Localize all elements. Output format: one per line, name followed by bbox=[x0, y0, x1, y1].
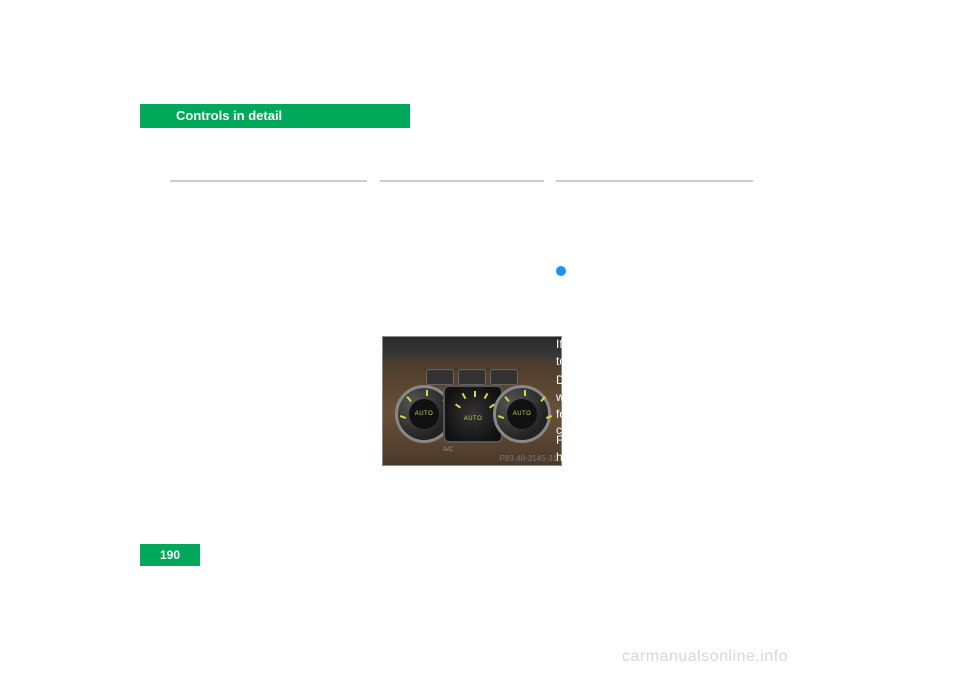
figure-mini-button bbox=[458, 369, 486, 385]
column-rule-2 bbox=[380, 180, 544, 182]
left-col-para-3: Nearly all automatic climate control fun… bbox=[170, 400, 367, 484]
figure-mini-button bbox=[490, 369, 518, 385]
page-number: 190 bbox=[160, 548, 180, 562]
right-col-para-3: Defrosting mode will clear the windows w… bbox=[556, 372, 753, 439]
page-number-box: 190 bbox=[140, 544, 200, 566]
left-col-para-2: The automatic climate control is operati… bbox=[170, 228, 367, 362]
auto-label: AUTO bbox=[464, 416, 483, 422]
watermark-text: carmanualsonline.info bbox=[622, 648, 788, 666]
bullet-text: Make sure that the indicator lamp in the… bbox=[556, 263, 749, 327]
figure-mini-button bbox=[426, 369, 454, 385]
figure-dash-strip bbox=[383, 337, 561, 359]
left-col-heading: Automatic climate control (Canada only) bbox=[170, 192, 367, 226]
auto-label: AUTO bbox=[513, 411, 532, 417]
bullet-icon bbox=[556, 266, 566, 276]
warning-bullet-row: Make sure that the indicator lamp in the… bbox=[556, 262, 753, 329]
column-rule-3 bbox=[556, 180, 753, 182]
manual-page: Controls in detail Automatic climate con… bbox=[0, 0, 960, 678]
section-header-title: Controls in detail bbox=[176, 108, 282, 123]
right-col-para-2: If the windows are fogging up, switch to… bbox=[556, 336, 753, 370]
figure-code-label: P83.40-3145-31 bbox=[500, 454, 557, 463]
ac-label: A/C bbox=[443, 447, 453, 453]
right-col-para-4: Follow the recommended settings for heat… bbox=[556, 432, 753, 533]
right-temp-dial: AUTO bbox=[493, 385, 551, 443]
column-rule-1 bbox=[170, 180, 367, 182]
dial-center: AUTO bbox=[507, 399, 537, 429]
warning-title: Warning! bbox=[556, 192, 753, 209]
climate-control-figure: AUTO AUTO AUTO A/C P83.40-3145-31 bbox=[382, 336, 562, 466]
dial-center: AUTO bbox=[409, 399, 439, 429]
mid-col-para-1: The air conditioning produces a cooling … bbox=[380, 192, 544, 360]
section-subheader: Automatic climate control (Canada only) bbox=[176, 134, 407, 149]
figure-button-row bbox=[421, 367, 523, 387]
auto-label: AUTO bbox=[415, 411, 434, 417]
